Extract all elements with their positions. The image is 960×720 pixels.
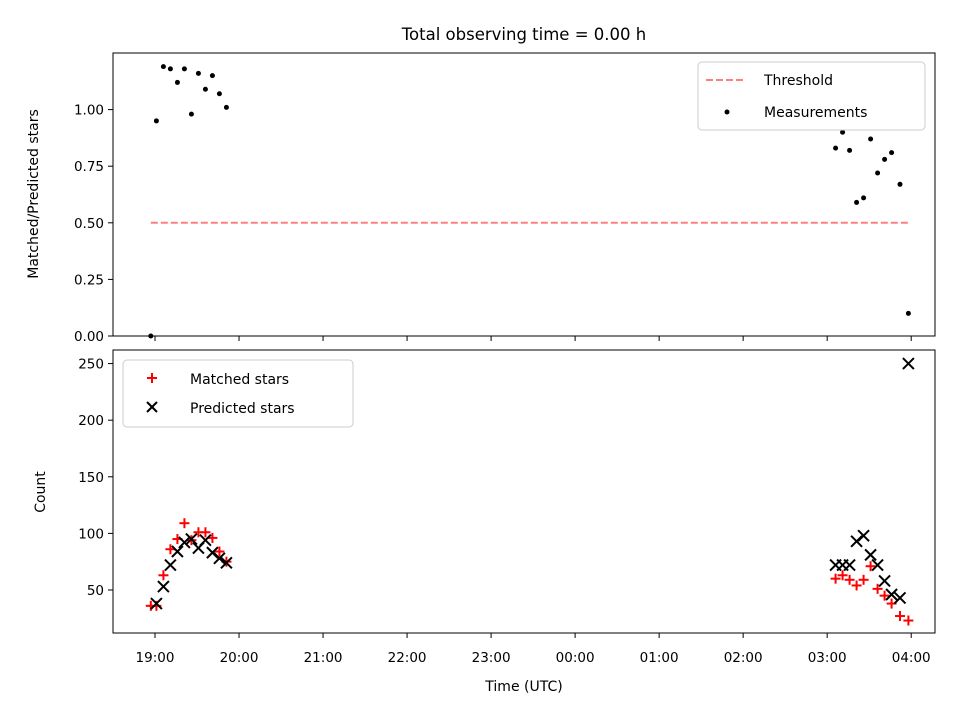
- measurement-point: [153, 118, 159, 124]
- predicted-point: [178, 536, 191, 549]
- predicted-point: [864, 548, 877, 562]
- bottom-panel: 50 100 150 200 250 19:00 20:00 21:00 22:00 23:00…: [33, 349, 936, 695]
- predicted-point: [171, 545, 184, 558]
- measurement-point: [195, 70, 201, 76]
- measurement-point: [905, 310, 911, 316]
- measurement-point: [875, 170, 881, 176]
- matched-point: [903, 615, 914, 626]
- bottom-legend-box: [122, 359, 354, 428]
- legend-predicted-swatch: [146, 401, 158, 413]
- predicted-point: [220, 556, 233, 570]
- bottom-x-tick-label: 22:00: [388, 650, 427, 666]
- matched-point: [200, 527, 211, 538]
- predicted-point: [878, 574, 891, 588]
- bottom-y-axis-label: Count: [33, 471, 49, 513]
- top-y-tick-label: 1.00: [74, 103, 104, 119]
- top-x-ticks: [154, 336, 912, 341]
- matched-point: [844, 574, 855, 585]
- matched-point: [158, 570, 169, 581]
- predicted-point: [199, 533, 212, 547]
- measurement-point: [840, 129, 846, 135]
- measurement-point: [209, 73, 215, 79]
- measurement-point: [160, 64, 166, 70]
- predicted-point: [157, 580, 170, 593]
- legend-matched-swatch: [147, 373, 157, 383]
- top-y-tick-label: 0.50: [74, 216, 104, 232]
- matched-point: [858, 574, 869, 585]
- matched-point: [837, 570, 848, 581]
- top-legend-box: [697, 61, 926, 131]
- top-y-ticks: 0.00 0.25 0.50 0.75 1.00: [74, 103, 113, 345]
- bottom-legend: Matched stars Predicted stars: [122, 359, 354, 428]
- bottom-x-tick-label: 01:00: [640, 650, 679, 666]
- top-y-tick-label: 0.00: [74, 329, 104, 345]
- bottom-x-ticks: 19:00 20:00 21:00 22:00 23:00 00:00 01:00 02:00…: [136, 633, 931, 666]
- matched-point: [879, 590, 890, 601]
- measurement-point: [833, 145, 839, 151]
- matched-point: [179, 518, 190, 529]
- top-axes-frame: [112, 52, 936, 337]
- top-y-axis-label: Matched/Predicted stars: [26, 109, 42, 279]
- measurement-point: [167, 66, 173, 72]
- measurement-point: [854, 199, 860, 205]
- predicted-point: [843, 558, 856, 572]
- measurement-point: [181, 66, 187, 72]
- top-legend: Threshold Measurements: [697, 61, 926, 131]
- top-panel: Total observing time = 0.00 h 0.000.250.…: [26, 25, 936, 345]
- measurement-point: [868, 136, 874, 142]
- bottom-x-axis-label: Time (UTC): [484, 679, 562, 695]
- measurement-point: [202, 86, 208, 92]
- predicted-point: [885, 588, 898, 601]
- predicted-point: [185, 532, 198, 546]
- measurement-point: [174, 79, 180, 85]
- matched-point: [872, 583, 883, 594]
- bottom-y-tick-label: 200: [78, 413, 104, 429]
- matched-point: [851, 580, 862, 591]
- predicted-point: [150, 597, 163, 610]
- legend-matched-label: Matched stars: [190, 372, 289, 388]
- measurement-point: [897, 181, 903, 187]
- legend-measurements-label: Measurements: [764, 105, 867, 121]
- bottom-x-tick-label: 23:00: [472, 650, 511, 666]
- bottom-x-tick-label: 04:00: [892, 650, 931, 666]
- measurement-point: [188, 111, 194, 117]
- bottom-y-tick-label: 250: [78, 357, 104, 373]
- top-y-tick-label: 0.75: [74, 159, 104, 175]
- bottom-x-tick-label: 00:00: [556, 650, 595, 666]
- matched-point: [830, 573, 841, 584]
- measurement-point: [847, 147, 853, 153]
- bottom-x-tick-label: 20:00: [220, 650, 259, 666]
- matched-point: [894, 611, 905, 622]
- bottom-axes-frame: [112, 349, 936, 634]
- measurement-point: [223, 104, 229, 110]
- bottom-y-tick-label: 150: [78, 470, 104, 486]
- predicted-point: [857, 529, 870, 542]
- predicted-point: [213, 552, 226, 565]
- matched-point: [865, 561, 876, 572]
- top-y-tick-label: 0.25: [74, 272, 104, 288]
- measurement-point: [889, 150, 895, 156]
- predicted-point: [902, 357, 915, 370]
- predicted-point: [871, 558, 884, 572]
- bottom-y-tick-label: 100: [78, 526, 104, 542]
- bottom-marks: [145, 357, 915, 626]
- predicted-point: [893, 591, 907, 605]
- measurement-point: [882, 156, 888, 162]
- bottom-y-ticks: 50 100 150 200 250: [78, 357, 113, 599]
- legend-measurements-swatch: [724, 109, 730, 115]
- bottom-x-tick-label: 02:00: [724, 650, 763, 666]
- bottom-x-tick-label: 21:00: [304, 650, 343, 666]
- legend-threshold-label: Threshold: [763, 73, 833, 89]
- measurement-point: [216, 91, 222, 97]
- bottom-x-tick-label: 03:00: [808, 650, 847, 666]
- top-title: Total observing time = 0.00 h: [401, 25, 646, 44]
- legend-predicted-label: Predicted stars: [190, 401, 295, 417]
- predicted-point: [164, 558, 177, 572]
- bottom-y-tick-label: 50: [87, 583, 104, 599]
- top-marks: [148, 64, 911, 339]
- measurement-point: [861, 195, 867, 201]
- bottom-x-tick-label: 19:00: [136, 650, 175, 666]
- matched-point: [214, 546, 225, 557]
